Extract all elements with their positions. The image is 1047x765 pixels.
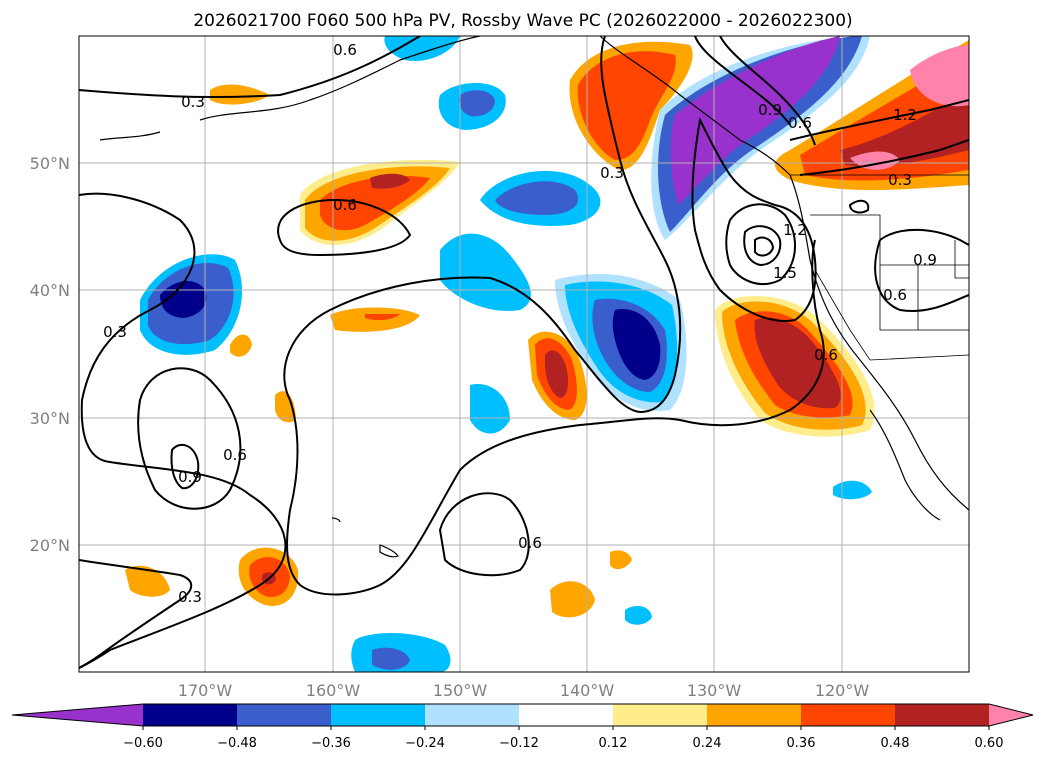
contour-label: 0.3	[181, 93, 205, 111]
colorbar-tick-label: 0.60	[975, 736, 1004, 751]
contour-label: 0.6	[333, 41, 357, 59]
map-title: 2026021700 F060 500 hPa PV, Rossby Wave …	[193, 11, 852, 31]
colorbar-swatch	[143, 704, 238, 726]
contour-label: 0.6	[333, 196, 357, 214]
anomaly-blob	[210, 84, 270, 105]
anomaly-blob	[470, 384, 510, 434]
colorbar-tick-label: 0.36	[787, 736, 816, 751]
colorbar-tick-label: −0.48	[217, 736, 257, 751]
contour-label: 0.3	[178, 588, 202, 606]
anomaly-blob	[125, 565, 170, 597]
contour-label: 0.6	[518, 534, 542, 552]
lat-label: 40°N	[30, 281, 70, 300]
map-panel: 0.3 0.6 0.3 0.6 0.9 0.6 0.3 0.6 0.3 0.6 …	[79, 36, 969, 672]
colorbar-tick-label: 0.12	[599, 736, 628, 751]
anomaly-blob	[625, 605, 652, 625]
contour-label: 0.3	[103, 323, 127, 341]
contour-label: 0.3	[600, 164, 624, 182]
contour-label: 0.6	[223, 446, 247, 464]
map-frame	[78, 35, 970, 673]
longitude-labels: 170°W 160°W 150°W 140°W 130°W 120°W	[178, 681, 870, 700]
anomaly-blob	[610, 550, 632, 570]
colorbar-extend-min	[12, 704, 143, 726]
colorbar-tick-label: 0.48	[881, 736, 910, 751]
colorbar-swatch	[895, 704, 990, 726]
pv-contours	[79, 36, 969, 669]
gridlines	[79, 36, 969, 672]
contour-label: 0.6	[883, 286, 907, 304]
anomaly-blob	[458, 90, 495, 117]
contour-label: 0.6	[788, 114, 812, 132]
colorbar-swatch	[613, 704, 708, 726]
colorbar-extend-max	[989, 704, 1033, 726]
anomaly-blob	[545, 350, 569, 398]
coastlines	[99, 36, 969, 558]
colorbar-tick-label: 0.24	[693, 736, 722, 751]
contour-label: 0.3	[888, 171, 912, 189]
anomaly-blob	[850, 151, 900, 170]
borders	[790, 174, 969, 361]
anomaly-blob	[910, 45, 969, 107]
colorbar-swatch	[425, 704, 520, 726]
anomaly-blob	[550, 581, 595, 618]
lon-label: 170°W	[178, 681, 233, 700]
colorbar: −0.60 −0.48 −0.36 −0.24 −0.12 0.12 0.24 0.36 0.4…	[11, 703, 1034, 751]
latitude-labels: 50°N 40°N 30°N 20°N	[30, 154, 70, 555]
colorbar-swatch	[237, 704, 332, 726]
anomaly-blob	[384, 36, 460, 61]
colorbar-tick-label: −0.24	[405, 736, 445, 751]
anomaly-blob	[612, 309, 661, 380]
anomaly-blob	[230, 334, 252, 357]
contour-labels: 0.3 0.6 0.3 0.6 0.9 0.6 0.3 0.6 0.3 0.6 …	[103, 41, 937, 606]
colorbar-swatch	[707, 704, 802, 726]
anomaly-blob	[833, 480, 872, 500]
lon-label: 130°W	[687, 681, 742, 700]
lon-label: 140°W	[560, 681, 615, 700]
lon-label: 160°W	[306, 681, 361, 700]
contour-label: 1.5	[773, 264, 797, 282]
anomaly-blob	[275, 391, 296, 423]
contour-label: 1.2	[893, 106, 917, 124]
anomaly-blob	[372, 647, 410, 670]
anomaly-blob	[754, 317, 841, 409]
colorbar-swatch	[331, 704, 426, 726]
colorbar-tick-label: −0.60	[123, 736, 163, 751]
lat-label: 50°N	[30, 154, 70, 173]
anomaly-blob	[320, 176, 430, 231]
contour-label: 0.9	[758, 101, 782, 119]
anomaly-blob	[370, 173, 410, 189]
colorbar-tick-label: −0.36	[311, 736, 351, 751]
colorbar-swatch	[519, 704, 614, 726]
anomaly-blob	[440, 233, 531, 311]
lon-label: 120°W	[815, 681, 870, 700]
lat-label: 20°N	[30, 536, 70, 555]
contour-label: 0.6	[814, 346, 838, 364]
colorbar-swatch	[801, 704, 896, 726]
contour-label: 1.2	[783, 221, 807, 239]
anomaly-blob	[365, 314, 400, 321]
contour-label: 0.9	[913, 251, 937, 269]
anomaly-blob	[495, 181, 579, 215]
lat-label: 30°N	[30, 409, 70, 428]
contour-label: 0.9	[178, 468, 202, 486]
lon-label: 150°W	[433, 681, 488, 700]
colorbar-tick-label: −0.12	[499, 736, 539, 751]
